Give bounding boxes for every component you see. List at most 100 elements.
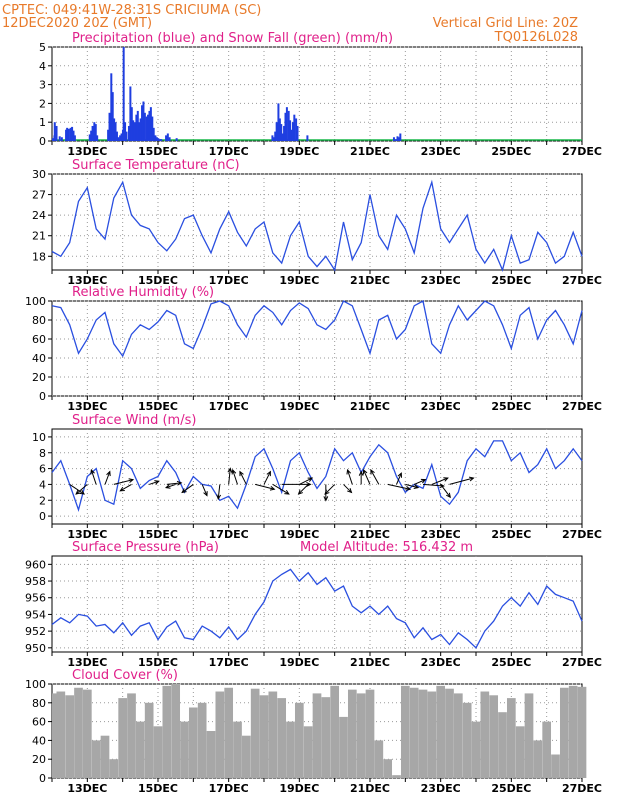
cloud-cover-bar [127,693,136,778]
precipitation-bar [285,107,288,141]
temperature-y-tick-label: 21 [32,230,46,243]
humidity-x-tick-label: 25DEC [491,400,531,413]
wind-vector-arrow [449,476,475,485]
wind-vector-arrow [164,483,176,489]
wind-x-tick-label: 21DEC [350,528,390,541]
cloud-cover-bar [100,735,110,778]
wind-vector-shaft [449,477,474,485]
pressure-y-tick-label: 956 [25,592,46,605]
temperature-y-tick-label: 24 [32,209,46,222]
wind-vector-head [346,468,352,475]
precipitation-bar [271,135,274,141]
wind-vector-head [227,467,233,473]
temperature-x-tick-label: 15DEC [138,274,178,287]
cloud-cover-bar [224,687,234,778]
wind-vector-shaft [181,484,194,493]
pressure-x-tick-label: 17DEC [209,656,249,669]
precipitation-bar [168,137,171,141]
pressure-x-tick-label: 27DEC [562,656,602,669]
cloud-cover-bar [286,721,295,778]
wind-vector-head [397,472,403,478]
wind-x-tick-label: 15DEC [138,528,178,541]
precipitation-x-tick-label: 13DEC [67,145,107,158]
cloud-cover-bar [506,698,516,778]
wind-vector-head [370,469,375,475]
precipitation-x-tick-label: 27DEC [562,145,602,158]
precipitation-y-tick-label: 2 [39,97,46,110]
wind-vector-head [164,484,171,489]
chart-panels: 0 1 2 3 4 5 13DEC 15DEC 17DEC 19DEC 21DEC 23DEC 25DE… [25,31,602,795]
cloud-cover-bar [427,691,437,778]
cloud-cover-bar [197,702,207,778]
wind-vector-arrow [231,468,238,485]
pressure-subtitle: Model Altitude: 516.432 m [300,540,473,555]
precipitation-bar [66,127,69,141]
precipitation-bar [125,131,128,141]
precipitation-bar [165,135,168,141]
cloud-cover-bar [215,691,225,778]
cloud-cover-bar [171,684,181,778]
precipitation-bar [290,129,293,141]
cloud-cover-bar [453,693,463,778]
wind-vector-shaft [272,483,290,495]
pressure-y-tick-label: 958 [25,575,46,588]
cloud-cover-bar [542,721,552,778]
wind-vector-shaft [239,471,247,485]
cloud-cover-x-tick-label: 21DEC [350,782,390,795]
precipitation-bar [65,129,68,141]
wind-vector-head [362,468,368,475]
precipitation-bar [110,73,113,141]
wind-vector-arrow [370,469,380,485]
precipitation-bar [91,125,94,141]
wind-axes [51,428,583,525]
precipitation-bar [136,110,139,141]
precipitation-bar [275,122,278,141]
wind-vector-shaft [298,484,309,495]
precipitation-bar [132,120,135,141]
wind-vector-shaft [113,479,134,485]
wind-vector-arrow [440,484,451,499]
wind-vector-arrow [69,484,86,495]
cloud-cover-x-tick-label: 19DEC [279,782,319,795]
wind-vector-arrow [405,483,420,490]
pressure-y-tick-label: 950 [25,642,46,655]
wind-vector-shaft [363,469,371,485]
cloud-cover-bar [356,693,366,778]
wind-vector-head [119,486,125,492]
wind-vector-arrow [166,480,183,486]
wind-x-tick-label: 27DEC [562,528,602,541]
precipitation-bar [291,122,294,141]
wind-vector-shaft [255,483,275,490]
precipitation-title: Precipitation (blue) and Snow Fall (gree… [72,31,393,46]
cloud-cover-bar [436,685,446,778]
header-location: CPTEC: 049:41W-28:31S CRICIUMA (SC) [2,3,261,18]
humidity-axes [51,300,583,397]
cloud-cover-bar [56,691,66,778]
wind-y-tick-label: 2 [39,494,46,507]
temperature-series-line [51,179,583,273]
precipitation-bar [293,114,296,141]
wind-vector-arrow [90,468,97,485]
precipitation-bar [111,92,114,141]
precipitation-bar [135,114,138,141]
precipitation-bar [392,137,395,141]
temperature-y-tick-label: 18 [32,250,46,263]
wind-x-tick-label: 25DEC [491,528,531,541]
wind-vector-shaft [343,484,352,493]
precipitation-x-tick-label: 15DEC [138,145,178,158]
precipitation-bar [130,107,133,141]
temperature-panel: 18 21 24 27 30 13DEC 15DEC 17DEC 19DEC 21DEC 23DEC… [32,158,602,287]
cloud-cover-bar [65,695,75,778]
wind-vector-shaft [387,483,411,490]
cloud-cover-bar [312,693,322,778]
wind-vector-shaft [232,469,238,485]
wind-vector-head [181,488,187,494]
precipitation-bar [395,139,398,141]
wind-vector-arrow [216,484,222,500]
humidity-x-tick-label: 21DEC [350,400,390,413]
wind-vector-arrow [343,484,353,494]
wind-vector-head [413,484,420,490]
wind-vector-arrow [263,470,271,485]
wind-vector-shaft [75,484,88,495]
wind-y-tick-label: 6 [39,463,46,476]
